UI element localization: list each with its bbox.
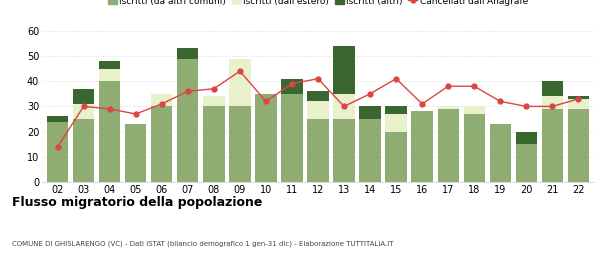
Bar [229,106,251,182]
Bar [125,124,146,182]
Bar [203,106,224,182]
Bar [47,116,68,122]
Text: Flusso migratorio della popolazione: Flusso migratorio della popolazione [12,196,262,209]
Bar [464,114,485,182]
Bar [334,46,355,94]
Bar [281,79,302,94]
Bar [542,81,563,96]
Bar [515,132,537,144]
Bar [151,94,172,106]
Text: COMUNE DI GHISLARENGO (VC) - Dati ISTAT (bilancio demografico 1 gen-31 dic) - El: COMUNE DI GHISLARENGO (VC) - Dati ISTAT … [12,241,394,247]
Legend: Iscritti (da altri comuni), Iscritti (dall'estero), Iscritti (altri), Cancellati: Iscritti (da altri comuni), Iscritti (da… [104,0,532,9]
Bar [568,109,589,182]
Bar [334,119,355,182]
Bar [307,91,329,101]
Bar [490,124,511,182]
Bar [515,144,537,182]
Bar [307,101,329,119]
Bar [47,122,68,182]
Bar [542,96,563,109]
Bar [464,106,485,114]
Bar [203,96,224,106]
Bar [73,119,94,182]
Bar [359,106,381,119]
Bar [99,69,121,81]
Bar [385,114,407,132]
Bar [568,99,589,109]
Bar [255,94,277,182]
Bar [177,48,199,59]
Bar [281,94,302,182]
Bar [385,132,407,182]
Bar [412,111,433,182]
Bar [542,109,563,182]
Bar [385,106,407,114]
Bar [99,61,121,69]
Bar [229,59,251,106]
Bar [334,94,355,119]
Bar [73,104,94,119]
Bar [177,59,199,182]
Bar [151,106,172,182]
Bar [307,119,329,182]
Bar [437,109,459,182]
Bar [437,106,459,109]
Bar [99,81,121,182]
Bar [568,96,589,99]
Bar [73,89,94,104]
Bar [359,119,381,182]
